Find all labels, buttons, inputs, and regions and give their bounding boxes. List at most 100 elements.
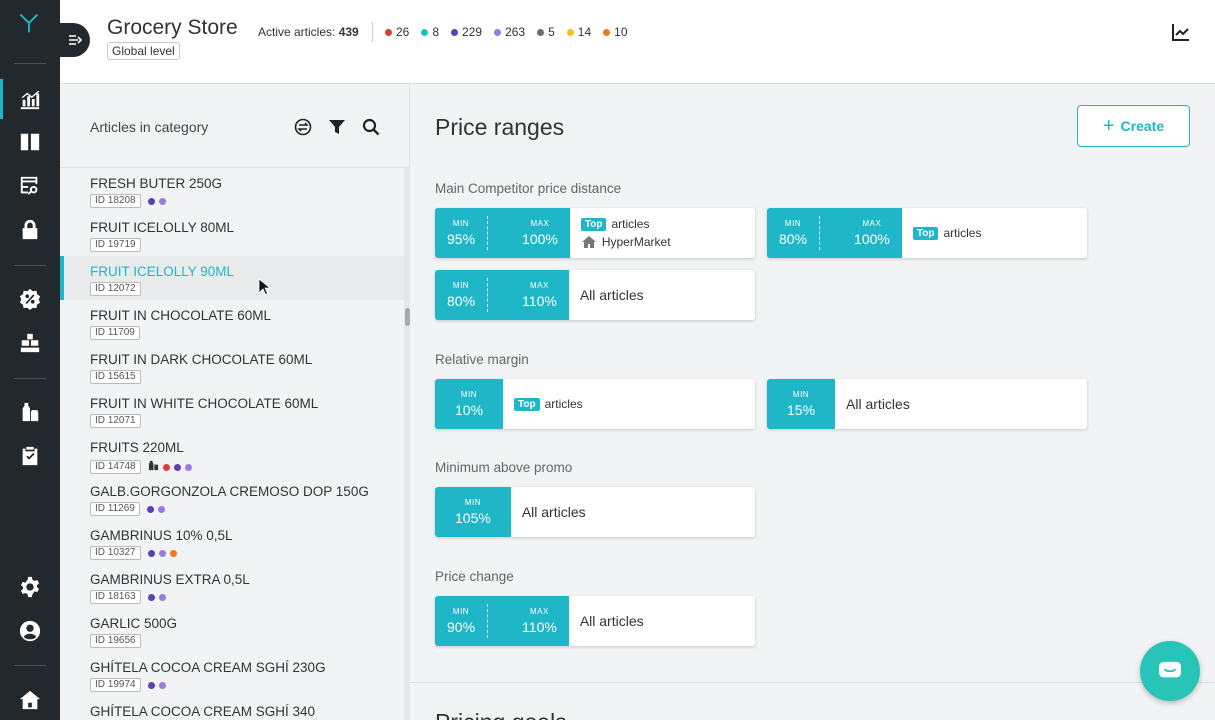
price-range-card[interactable]: MIN 10% Top articles xyxy=(435,379,755,429)
active-articles: Active articles: 439 xyxy=(258,25,359,39)
article-status-dots xyxy=(147,593,166,601)
article-list-item[interactable]: GALB.GORGONZOLA CREMOSO DOP 150G ID 11269 xyxy=(60,476,405,520)
article-list-item[interactable]: FRUIT IN CHOCOLATE 60ML ID 11709 xyxy=(60,300,405,344)
article-id-badge: ID 18208 xyxy=(90,194,141,208)
article-list-item[interactable]: FRUIT IN WHITE CHOCOLATE 60ML ID 12071 xyxy=(60,388,405,432)
create-button-label: Create xyxy=(1120,118,1165,134)
products-icon xyxy=(148,458,159,476)
pricing-goals-title: Pricing goals xyxy=(435,709,567,720)
min-label: MIN xyxy=(452,281,470,290)
min-value-text: 80% xyxy=(779,231,808,247)
range-separator xyxy=(487,604,512,638)
article-id-badge: ID 19974 xyxy=(90,678,141,692)
min-value: MIN 10% xyxy=(435,379,503,429)
max-value: MAX 100% xyxy=(512,208,570,258)
search-icon[interactable] xyxy=(361,117,381,137)
article-list-item[interactable]: GARLIC 500G ID 19656 xyxy=(60,608,405,652)
warehouse-icon[interactable] xyxy=(18,331,42,355)
status-dot xyxy=(169,549,177,557)
article-name: GARLIC 500G xyxy=(90,616,178,631)
article-list-item[interactable]: FRUIT ICELOLLY 90ML ID 12072 xyxy=(60,256,405,300)
list-scroll-thumb[interactable] xyxy=(405,308,410,326)
status-dot xyxy=(385,28,392,36)
settings-icon[interactable] xyxy=(18,575,42,599)
range-values: MIN 95% MAX 100% xyxy=(435,208,570,258)
trend-chart-icon[interactable] xyxy=(1171,22,1191,42)
clipboard-check-icon[interactable] xyxy=(18,444,42,468)
article-list-item[interactable]: FRUIT ICELOLLY 80ML ID 19719 xyxy=(60,212,405,256)
article-status-dots xyxy=(147,681,166,689)
status-dot xyxy=(494,28,502,36)
article-meta: ID 10327 xyxy=(90,546,405,560)
level-badge[interactable]: Global level xyxy=(107,42,180,60)
list-scrollbar[interactable] xyxy=(404,168,410,720)
article-list-item[interactable]: FRUIT IN DARK CHOCOLATE 60ML ID 15615 xyxy=(60,344,405,388)
status-dot xyxy=(158,681,166,689)
top-tag: Top xyxy=(580,217,607,231)
filter-icon[interactable] xyxy=(327,117,347,137)
range-scope: All articles xyxy=(569,596,644,646)
page-title: Price ranges xyxy=(435,114,565,140)
article-meta: ID 12072 xyxy=(90,282,405,296)
max-value-text: 100% xyxy=(522,231,558,247)
min-label: MIN xyxy=(460,390,478,399)
account-icon[interactable] xyxy=(18,619,42,643)
price-range-card[interactable]: MIN 80% MAX 110% All articles xyxy=(435,270,755,320)
navigation-rail xyxy=(0,0,60,720)
status-count: 14 xyxy=(566,25,591,39)
max-value: MAX 110% xyxy=(512,596,569,646)
scope-text: All articles xyxy=(521,504,586,520)
discount-badge-icon[interactable] xyxy=(18,287,42,311)
lock-icon[interactable] xyxy=(18,218,42,242)
create-button[interactable]: + Create xyxy=(1077,105,1190,147)
chat-button[interactable] xyxy=(1140,641,1200,701)
article-list-item[interactable]: GHÍTELA COCOA CREAM SGHÍ 230G ID 19974 xyxy=(60,652,405,696)
min-label: MIN xyxy=(452,607,470,616)
status-dot xyxy=(147,197,155,205)
article-meta: ID 11269 xyxy=(90,502,405,516)
price-range-card[interactable]: MIN 15% All articles xyxy=(767,379,1087,429)
status-count-value: 10 xyxy=(614,25,628,39)
article-list-item[interactable]: FRESH BUTER 250G ID 18208 xyxy=(60,168,405,212)
scope-text: All articles xyxy=(846,396,910,412)
article-meta: ID 19974 xyxy=(90,678,405,692)
columns-icon[interactable] xyxy=(18,130,42,154)
rail-divider xyxy=(14,63,46,64)
min-label: MIN xyxy=(792,390,810,399)
products-icon[interactable] xyxy=(18,400,42,424)
range-separator xyxy=(819,216,844,250)
status-dot xyxy=(173,463,181,471)
min-value: MIN 90% xyxy=(435,596,487,646)
price-range-card[interactable]: MIN 80% MAX 100% Top articles xyxy=(767,208,1087,258)
status-dot xyxy=(147,549,155,557)
analytics-icon[interactable] xyxy=(0,79,42,119)
competitor-name: HyperMarket xyxy=(601,235,671,249)
logo-icon[interactable] xyxy=(18,12,44,38)
price-range-card[interactable]: MIN 105% All articles xyxy=(435,487,755,537)
min-value-text: 80% xyxy=(447,293,476,309)
price-range-card[interactable]: MIN 95% MAX 100% Top articles HyperMarket xyxy=(435,208,755,258)
article-name: FRUIT IN CHOCOLATE 60ML xyxy=(90,308,272,323)
article-status-dots xyxy=(147,549,177,557)
top-tag: Top xyxy=(912,226,939,240)
article-id-badge: ID 12071 xyxy=(90,414,141,428)
max-label: MAX xyxy=(530,607,549,616)
exchange-icon[interactable] xyxy=(293,117,313,137)
article-list-item[interactable]: GAMBRINUS 10% 0,5L ID 10327 xyxy=(60,520,405,564)
articles-toolbar xyxy=(293,117,381,137)
active-articles-count: 439 xyxy=(338,25,359,39)
article-id-badge: ID 14748 xyxy=(90,460,141,474)
article-id-badge: ID 11709 xyxy=(90,326,140,340)
min-value-text: 90% xyxy=(447,619,476,635)
price-range-card[interactable]: MIN 90% MAX 110% All articles xyxy=(435,596,755,646)
status-dot xyxy=(566,28,574,36)
table-search-icon[interactable] xyxy=(18,174,42,198)
scope-text: articles xyxy=(544,397,583,411)
article-list-item[interactable]: FRUITS 220ML ID 14748 xyxy=(60,432,405,476)
home-icon[interactable] xyxy=(18,688,42,712)
article-list-item[interactable]: GAMBRINUS EXTRA 0,5L ID 18163 xyxy=(60,564,405,608)
expand-sidebar-button[interactable] xyxy=(60,23,90,57)
article-list-item[interactable]: GHÍTELA COCOA CREAM SGHÍ 340 xyxy=(60,696,405,720)
article-meta: ID 11709 xyxy=(90,326,405,340)
min-value: MIN 95% xyxy=(435,208,487,258)
